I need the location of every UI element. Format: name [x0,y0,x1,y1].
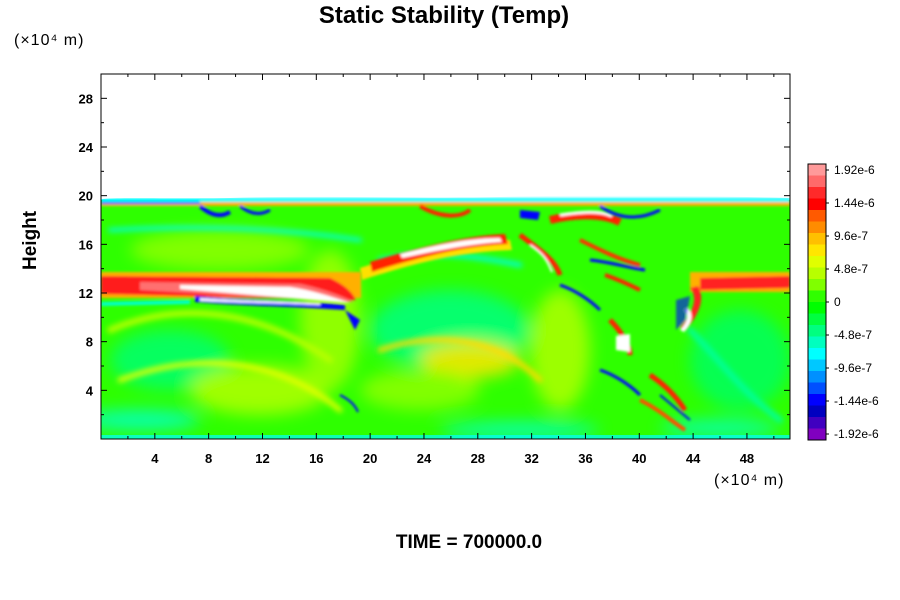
stability-field [101,74,790,439]
x-tick-label: 44 [686,451,701,466]
colorbar-swatch [808,382,826,395]
plot-frame [100,73,791,440]
y-tick-label: 24 [79,140,94,155]
x-tick-label: 24 [417,451,432,466]
colorbar-label: -4.8e-7 [834,328,872,342]
colorbar-swatch [808,348,826,360]
colorbar-swatch [808,267,826,280]
colorbar-swatch [808,198,826,211]
colorbar-swatch [808,371,826,383]
x-tick-label: 28 [471,451,485,466]
y-tick-label: 28 [79,91,93,106]
y-tick-label: 8 [86,335,93,350]
colorbar-label: 4.8e-7 [834,262,868,276]
colorbar-swatch [808,302,826,314]
x-tick-label: 48 [740,451,754,466]
colorbar-swatch [808,428,826,441]
y-unit-label: (×10⁴ m) [14,32,85,49]
x-unit-label: (×10⁴ m) [714,472,785,489]
x-tick-label: 8 [205,451,212,466]
colorbar-swatch [808,244,826,257]
x-tick-label: 36 [578,451,592,466]
x-tick-label: 16 [309,451,323,466]
colorbar-swatch [808,336,826,349]
colorbar-label: 1.92e-6 [834,163,875,177]
colorbar-swatch [808,164,826,176]
colorbar-swatch [808,405,826,418]
x-tick-label: 20 [363,451,377,466]
colorbar-swatch [808,175,826,188]
colorbar-swatch [808,394,826,406]
x-tick-label: 4 [151,451,159,466]
x-tick-label: 12 [255,451,269,466]
colorbar-swatch [808,210,826,222]
colorbar-swatch [808,290,826,303]
colorbar-label: -1.44e-6 [834,394,879,408]
colorbar-swatch [808,417,826,429]
colorbar-label: 9.6e-7 [834,229,868,243]
colorbar-label: -9.6e-7 [834,361,872,375]
colorbar-swatch [808,233,826,245]
chart-title: Static Stability (Temp) [318,2,570,29]
colorbar-swatch [808,325,826,337]
colorbar-label: 1.44e-6 [834,196,875,210]
x-tick-label: 32 [524,451,538,466]
colorbar-swatch [808,359,826,372]
colorbar-swatch [808,279,826,291]
x-tick-label: 40 [632,451,646,466]
colorbar-swatch [808,187,826,199]
colorbar-swatch [808,313,826,326]
colorbar-swatch [808,256,826,268]
colorbar-label: -1.92e-6 [834,427,879,441]
colorbar-swatch [808,221,826,234]
time-label: TIME = 700000.0 [395,532,543,553]
y-tick-label: 16 [79,237,93,252]
y-tick-label: 4 [86,383,94,398]
colorbar-label: 0 [834,295,841,309]
y-tick-label: 12 [79,286,93,301]
y-tick-label: 20 [79,189,93,204]
